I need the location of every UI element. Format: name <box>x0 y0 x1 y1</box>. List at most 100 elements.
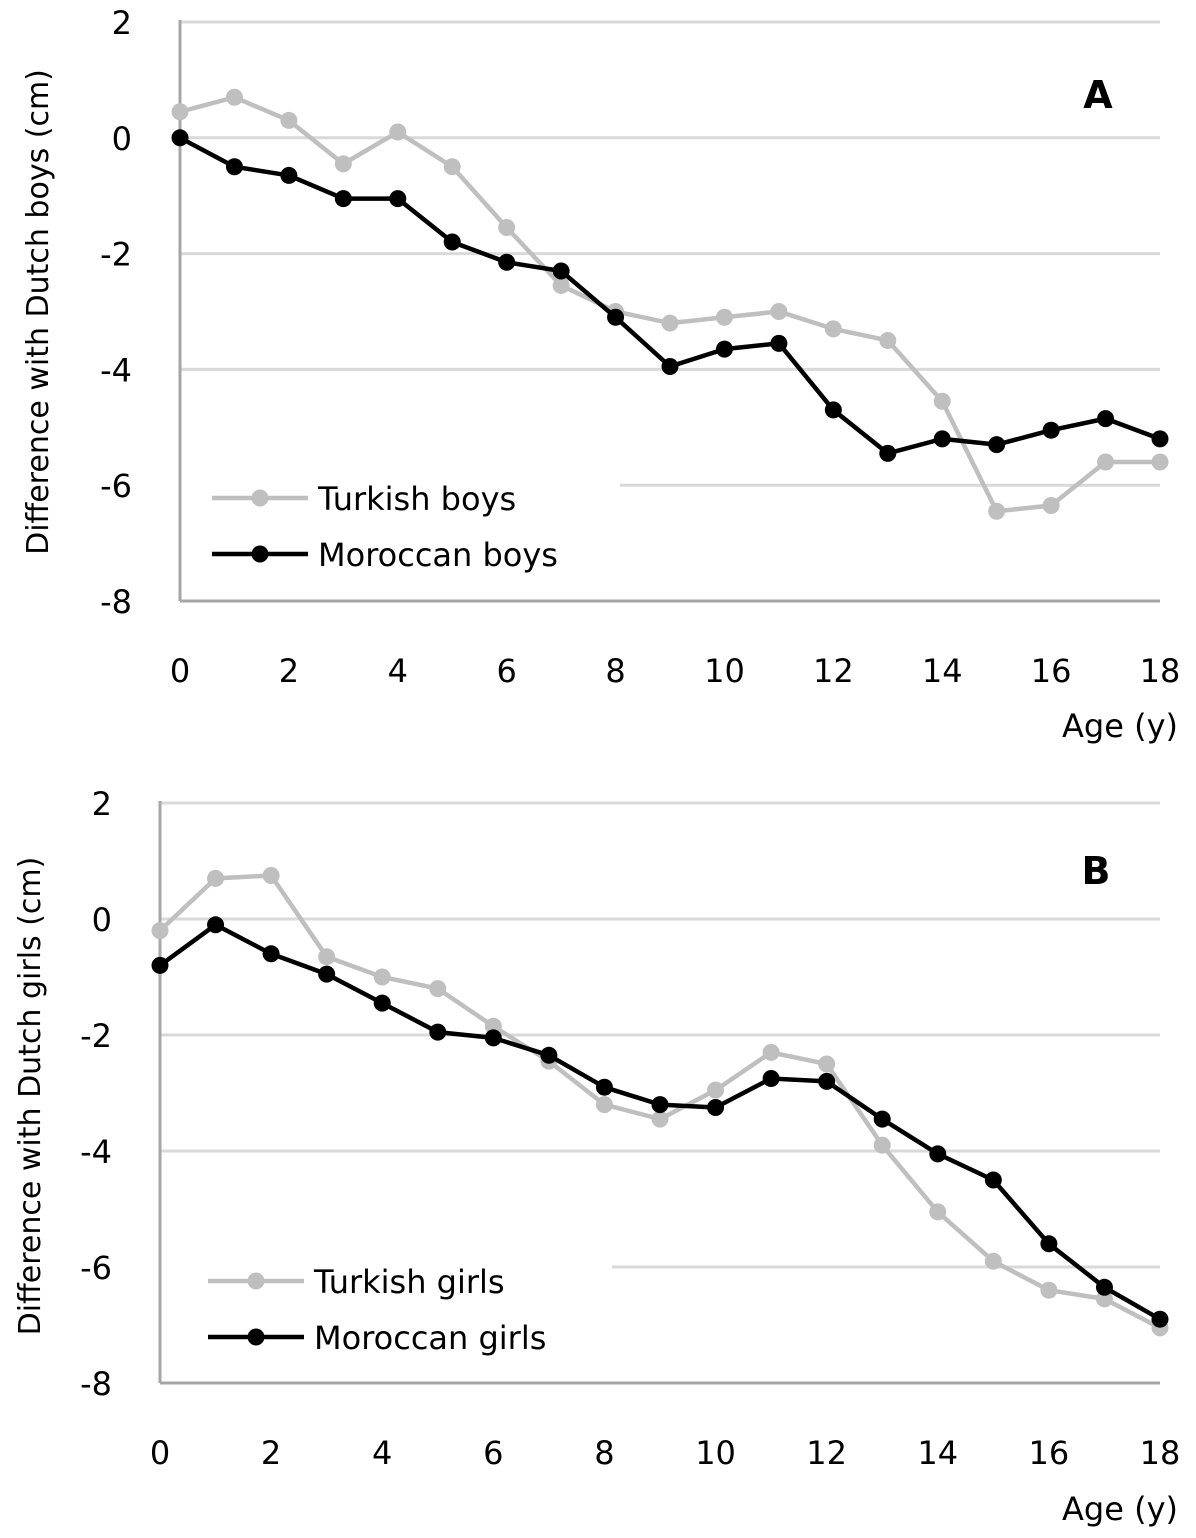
x-tick-label: 18 <box>1140 1434 1181 1472</box>
x-tick-label: 6 <box>483 1434 503 1472</box>
x-axis-label: Age (y) <box>1062 1490 1178 1528</box>
data-point <box>443 233 461 251</box>
data-point <box>262 945 280 963</box>
legend-item: Moroccan girls <box>208 1319 546 1357</box>
data-point <box>929 1203 947 1221</box>
data-point <box>498 253 516 271</box>
data-point <box>171 129 189 147</box>
data-point <box>984 1171 1002 1189</box>
data-point <box>429 980 447 998</box>
series-turkish-girls <box>151 867 1169 1337</box>
data-point <box>552 262 570 280</box>
data-point <box>225 88 243 106</box>
data-point <box>318 948 336 966</box>
legend-marker <box>251 545 269 563</box>
data-point <box>770 303 788 320</box>
x-tick-label: 12 <box>813 652 854 690</box>
y-tick-label: 2 <box>92 785 112 823</box>
data-point <box>1097 453 1115 471</box>
data-point <box>707 1099 725 1116</box>
x-tick-label: 0 <box>170 652 190 690</box>
data-point <box>334 190 352 208</box>
data-point <box>770 334 788 352</box>
legend-item: Turkish boys <box>212 480 516 518</box>
data-point <box>595 1078 613 1096</box>
data-point <box>484 1029 502 1047</box>
y-tick-label: 0 <box>112 120 132 158</box>
data-point <box>661 314 679 332</box>
data-point <box>762 1070 780 1087</box>
data-point <box>715 340 733 358</box>
data-point <box>262 867 280 884</box>
x-tick-label: 16 <box>1031 652 1072 690</box>
legend-label: Turkish girls <box>313 1263 505 1301</box>
x-tick-label: 10 <box>695 1434 736 1472</box>
data-point <box>540 1046 558 1064</box>
data-point <box>933 430 951 448</box>
data-point <box>879 331 897 349</box>
legend-marker <box>247 1328 265 1346</box>
data-point <box>151 922 169 940</box>
data-point <box>1040 1281 1058 1299</box>
data-point <box>1151 430 1169 448</box>
data-point <box>1151 1310 1169 1328</box>
x-tick-label: 0 <box>150 1434 170 1472</box>
x-tick-label: 8 <box>605 652 625 690</box>
x-tick-label: 6 <box>496 652 516 690</box>
data-point <box>334 155 352 173</box>
y-tick-label: 0 <box>92 901 112 939</box>
y-tick-label: -2 <box>80 1017 112 1055</box>
data-point <box>651 1110 669 1128</box>
data-point <box>280 166 298 184</box>
data-point <box>929 1145 947 1163</box>
data-point <box>1040 1235 1058 1253</box>
data-point <box>443 158 461 176</box>
data-point <box>818 1055 836 1073</box>
x-tick-label: 2 <box>279 652 299 690</box>
data-point <box>715 308 733 326</box>
data-point <box>988 502 1006 520</box>
data-point <box>933 392 951 410</box>
x-axis-label: Age (y) <box>1062 707 1178 745</box>
data-point <box>607 308 625 326</box>
data-point <box>1042 421 1060 439</box>
data-point <box>373 994 391 1012</box>
data-point <box>984 1252 1002 1270</box>
data-point <box>171 103 189 121</box>
data-point <box>651 1096 669 1114</box>
y-tick-label: -8 <box>100 583 132 621</box>
x-tick-label: 2 <box>261 1434 281 1472</box>
y-tick-label: -6 <box>100 467 132 505</box>
x-tick-label: 8 <box>594 1434 614 1472</box>
data-point <box>389 123 407 141</box>
data-point <box>225 158 243 176</box>
data-point <box>879 444 897 462</box>
data-point <box>824 320 842 338</box>
data-point <box>873 1136 891 1154</box>
panel-a: 2 0 -2 -4 -6 -8 0 2 4 6 8 10 12 14 16 18 Difference with… <box>21 4 1180 745</box>
series-moroccan-boys <box>171 129 1169 462</box>
data-point <box>762 1043 780 1061</box>
legend-label: Moroccan girls <box>314 1319 546 1357</box>
data-point <box>151 956 169 974</box>
series-line <box>177 135 1163 456</box>
data-point <box>498 219 516 237</box>
legend-label: Moroccan boys <box>318 536 558 574</box>
y-tick-label: -6 <box>80 1249 112 1287</box>
data-point <box>824 401 842 419</box>
data-point <box>373 968 391 986</box>
data-point <box>595 1096 613 1114</box>
legend-item: Moroccan boys <box>212 536 558 574</box>
data-point <box>207 869 225 887</box>
legend-marker <box>251 489 269 507</box>
x-tick-label: 4 <box>372 1434 392 1472</box>
data-point <box>1097 410 1115 428</box>
y-tick-label: 2 <box>112 4 132 42</box>
y-tick-label: -4 <box>100 351 132 389</box>
x-tick-label: 14 <box>922 652 963 690</box>
data-point <box>988 436 1006 454</box>
data-point <box>1042 496 1060 514</box>
legend-label: Turkish boys <box>317 480 516 518</box>
panel-b: 2 0 -2 -4 -6 -8 0 2 4 6 8 10 12 14 16 18 Difference with… <box>13 785 1180 1528</box>
